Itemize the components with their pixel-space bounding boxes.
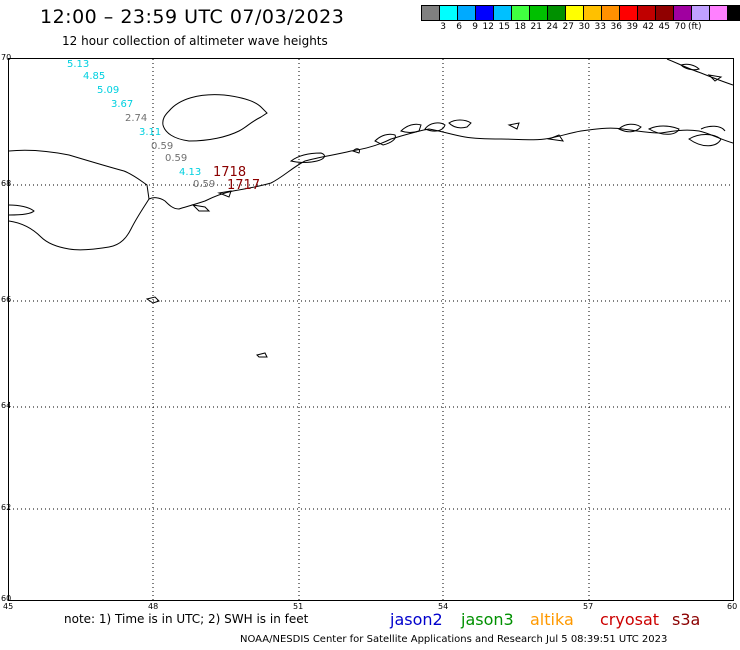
color-scale-label: 70 [674,22,686,32]
mission-jason3: jason3 [461,610,514,629]
color-swatch [601,5,620,21]
map-frame: 5.13 4.85 5.09 3.67 2.74 3.11 0.59 0.59 4.13 1718… [8,58,734,601]
lon-label-48: 48 [148,602,159,611]
wave-height-label: 2.74 [125,113,148,124]
islet [145,296,160,304]
color-swatch [637,5,656,21]
color-scale-label: 42 [642,22,654,32]
color-swatch [709,5,728,21]
color-swatch [511,5,530,21]
footer-credit: NOAA/NESDIS Center for Satellite Applica… [240,634,668,645]
map-canvas [9,59,733,600]
kanin-coast-west [9,149,150,251]
wave-height-label: 3.11 [139,127,162,138]
color-scale-label: 3 [440,22,446,32]
color-scale-label: 6 [456,22,462,32]
kolguev-island [162,94,268,142]
color-swatch [547,5,566,21]
coastline [9,59,733,358]
color-scale-label: 24 [546,22,558,32]
color-swatch [439,5,458,21]
color-scale-label: 9 [472,22,478,32]
color-scale-label: 45 [658,22,670,32]
color-swatch [529,5,548,21]
mission-altika: altika [530,610,574,629]
color-swatch [655,5,674,21]
wave-height-label: 0.59 [193,179,216,190]
color-swatch [421,5,440,21]
lat-label-62: 62 [1,503,12,512]
color-scale-label: 27 [562,22,574,32]
map-subtitle: 12 hour collection of altimeter wave hei… [62,34,328,48]
color-scale-label: 30 [578,22,590,32]
wave-height-label: 5.09 [97,85,120,96]
color-swatch [691,5,710,21]
wave-height-label: 1718 [213,165,247,180]
color-swatch [727,5,740,21]
color-swatch [565,5,584,21]
color-scale-label: 18 [514,22,526,32]
note-text: note: 1) Time is in UTC; 2) SWH is in fe… [64,612,309,626]
wave-height-label: 0.59 [165,153,188,164]
color-scale-bar [421,5,740,21]
color-swatch [619,5,638,21]
lat-label-68: 68 [1,179,12,188]
color-swatch [673,5,692,21]
lat-label-64: 64 [1,401,12,410]
color-scale-label: 36 [610,22,622,32]
color-swatch [493,5,512,21]
color-swatch [583,5,602,21]
color-scale-label: 39 [626,22,638,32]
lon-label-51: 51 [293,602,304,611]
color-scale-labels: 3 6 9 12 15 18 21 24 27 30 33 36 39 42 45 70 (ft) [422,22,710,32]
islet [256,352,268,358]
lon-label-54: 54 [438,602,449,611]
lat-label-60: 60 [1,594,12,603]
wave-height-label: 1717 [227,178,261,193]
color-scale-label: 33 [594,22,606,32]
color-scale-label: 21 [530,22,542,32]
novaya-zemlya-coast [666,59,733,86]
mission-s3a: s3a [672,610,701,629]
lon-label-57: 57 [583,602,594,611]
color-scale-label: 15 [498,22,510,32]
wave-height-label: 4.13 [179,167,202,178]
color-swatch [475,5,494,21]
graticule [9,59,733,600]
mission-cryosat: cryosat [600,610,660,629]
lat-label-66: 66 [1,295,12,304]
wave-height-label: 4.85 [83,71,106,82]
lat-label-70: 70 [1,53,12,62]
color-scale-unit: (ft) [688,22,702,32]
lon-label-60: 60 [727,602,738,611]
color-scale-label: 12 [482,22,494,32]
wave-height-label: 3.67 [111,99,134,110]
mission-jason2: jason2 [390,610,443,629]
map-title: 12:00 – 23:59 UTC 07/03/2023 [40,6,345,28]
wave-height-label: 0.59 [151,141,174,152]
lon-label-45: 45 [3,602,14,611]
pechora-coast [148,127,733,210]
wave-height-label: 5.13 [67,59,90,70]
color-swatch [457,5,476,21]
